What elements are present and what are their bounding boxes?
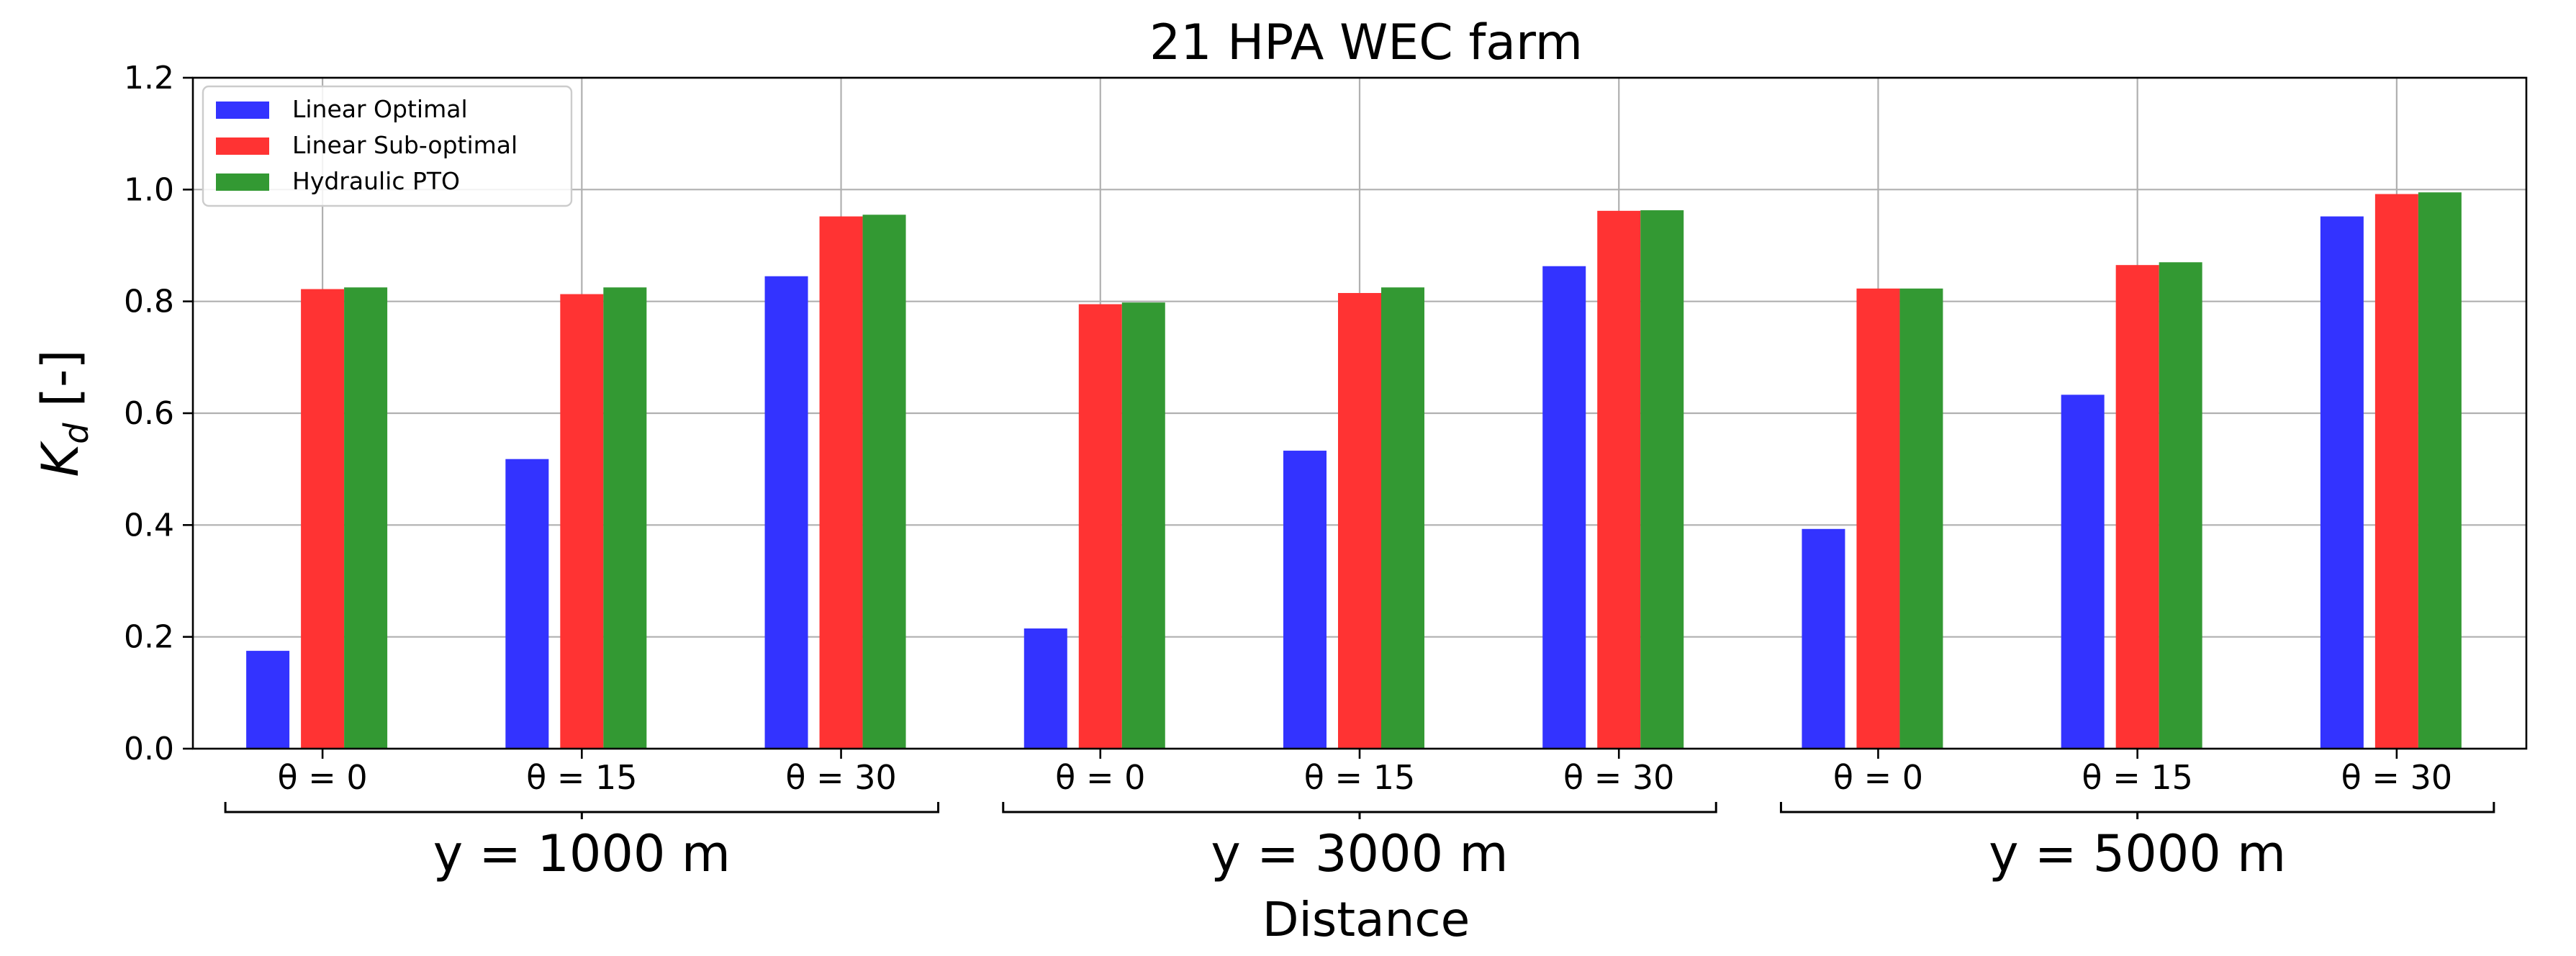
legend-label: Linear Optimal bbox=[292, 95, 468, 123]
bar-linear-optimal bbox=[1802, 528, 1845, 749]
x-tick-label: θ = 15 bbox=[1304, 758, 1415, 797]
group-bracket bbox=[224, 802, 940, 819]
bar-linear-optimal bbox=[2320, 216, 2364, 749]
group-label: y = 5000 m bbox=[1989, 824, 2286, 883]
bar-hydraulic-pto bbox=[1640, 210, 1684, 749]
group-label: y = 3000 m bbox=[1211, 824, 1508, 883]
group-label: y = 1000 m bbox=[433, 824, 731, 883]
x-axis-groups: y = 1000 m y = 3000 m y = 5000 m bbox=[224, 802, 2495, 883]
bar-linear-sub-optimal bbox=[1078, 304, 1122, 749]
bars bbox=[246, 192, 2462, 749]
bar-linear-optimal bbox=[505, 459, 549, 749]
x-tick-label: θ = 0 bbox=[1055, 758, 1145, 797]
legend-swatch bbox=[216, 173, 269, 191]
bar-hydraulic-pto bbox=[1381, 287, 1424, 749]
legend: Linear Optimal Linear Sub-optimal Hydrauli… bbox=[202, 85, 573, 207]
x-tick-label: θ = 15 bbox=[526, 758, 637, 797]
y-tick-label: 0.0 bbox=[124, 731, 174, 767]
y-tick-label: 0.2 bbox=[124, 619, 174, 656]
bar-linear-sub-optimal bbox=[1856, 288, 1900, 749]
legend-swatch bbox=[216, 137, 269, 155]
y-tick-label: 1.0 bbox=[124, 171, 174, 208]
bar-linear-sub-optimal bbox=[2115, 265, 2159, 749]
bar-linear-sub-optimal bbox=[301, 289, 345, 749]
bar-linear-optimal bbox=[2061, 394, 2105, 749]
y-tick-label: 0.8 bbox=[124, 284, 174, 320]
legend-swatch bbox=[216, 102, 269, 119]
x-tick-label: θ = 0 bbox=[278, 758, 368, 797]
y-axis-label-main: K bbox=[31, 441, 90, 477]
x-tick-label: θ = 30 bbox=[1563, 758, 1674, 797]
x-axis-categories: θ = 0 θ = 15 θ = 30 θ = 0 θ = 15 θ = 30 θ = 0 θ… bbox=[278, 749, 2452, 797]
bar-linear-optimal bbox=[246, 651, 290, 749]
bar-hydraulic-pto bbox=[1121, 302, 1165, 749]
y-tick-label: 0.6 bbox=[124, 395, 174, 432]
bar-hydraulic-pto bbox=[603, 287, 647, 749]
bar-linear-optimal bbox=[1283, 451, 1327, 749]
bar-linear-optimal bbox=[1023, 628, 1067, 749]
bar-linear-sub-optimal bbox=[2374, 194, 2418, 749]
bar-linear-sub-optimal bbox=[1338, 293, 1381, 749]
bar-linear-sub-optimal bbox=[1597, 210, 1641, 749]
chart-title: 21 HPA WEC farm bbox=[1149, 14, 1583, 71]
bar-hydraulic-pto bbox=[1899, 288, 1943, 749]
x-tick-label: θ = 30 bbox=[785, 758, 896, 797]
bar-linear-optimal bbox=[764, 276, 808, 749]
x-axis-label: Distance bbox=[1262, 892, 1470, 947]
legend-label: Linear Sub-optimal bbox=[292, 131, 518, 159]
bar-hydraulic-pto bbox=[2159, 262, 2202, 749]
bar-linear-optimal bbox=[1542, 266, 1586, 749]
legend-frame bbox=[202, 85, 573, 207]
y-axis-label-sub: d bbox=[57, 423, 96, 444]
y-tick-label: 0.4 bbox=[124, 507, 174, 544]
bar-linear-sub-optimal bbox=[560, 294, 604, 749]
x-tick-label: θ = 30 bbox=[2341, 758, 2452, 797]
y-tick-label: 1.2 bbox=[124, 60, 174, 96]
y-axis-label: Kd [-] bbox=[31, 349, 96, 477]
x-tick-label: θ = 0 bbox=[1833, 758, 1923, 797]
bar-hydraulic-pto bbox=[344, 287, 388, 749]
bar-linear-sub-optimal bbox=[819, 216, 863, 749]
group-bracket bbox=[1779, 802, 2495, 819]
bar-hydraulic-pto bbox=[2418, 192, 2462, 749]
bar-hydraulic-pto bbox=[862, 215, 906, 749]
group-bracket bbox=[1002, 802, 1717, 819]
x-tick-label: θ = 15 bbox=[2082, 758, 2192, 797]
legend-label: Hydraulic PTO bbox=[292, 167, 460, 195]
y-axis-ticks: 0.0 0.2 0.4 0.6 0.8 1.0 1.2 bbox=[124, 60, 193, 767]
y-axis-label-suffix: [-] bbox=[31, 349, 90, 423]
